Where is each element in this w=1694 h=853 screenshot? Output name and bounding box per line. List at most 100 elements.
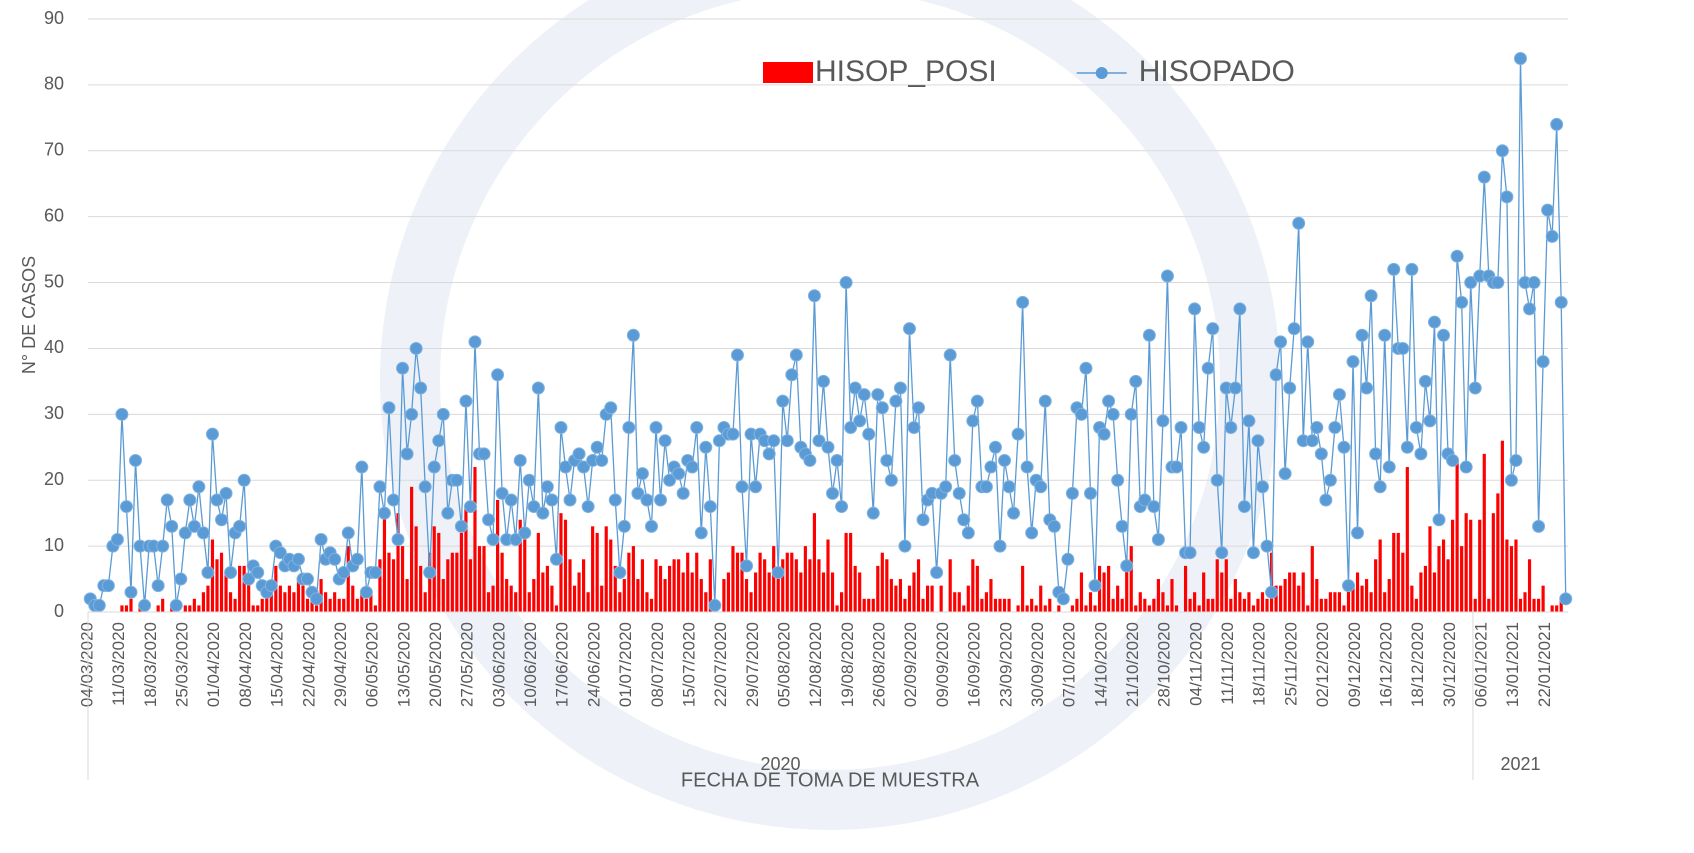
bar	[618, 592, 622, 612]
marker	[826, 486, 840, 500]
bar	[767, 572, 771, 612]
bar	[1256, 598, 1260, 612]
bar	[1288, 572, 1292, 612]
marker	[482, 513, 496, 527]
bar	[1441, 539, 1446, 612]
bar	[1206, 598, 1210, 612]
marker	[1106, 407, 1120, 421]
marker	[889, 394, 903, 408]
marker	[1206, 322, 1220, 336]
bar	[1301, 572, 1305, 612]
bar	[930, 585, 934, 612]
bar	[622, 579, 626, 612]
bar	[459, 532, 463, 612]
x-tick-label: 01/07/2020	[616, 622, 635, 707]
marker	[1065, 486, 1079, 500]
bar	[314, 605, 319, 612]
x-tick-label: 06/05/2020	[363, 622, 382, 707]
marker	[644, 519, 658, 533]
bar	[1224, 559, 1228, 612]
bar	[871, 598, 875, 612]
bar	[1183, 565, 1188, 612]
bar	[817, 559, 821, 612]
bar	[975, 565, 979, 612]
marker	[1301, 335, 1315, 349]
bar	[772, 546, 776, 612]
marker	[1418, 374, 1432, 388]
bar	[1351, 585, 1355, 612]
marker	[912, 401, 926, 415]
bar	[1396, 532, 1400, 612]
marker	[998, 453, 1012, 467]
marker	[1554, 295, 1568, 309]
x-tick-label: 04/03/2020	[77, 622, 96, 707]
marker	[844, 421, 858, 435]
marker	[1360, 381, 1374, 395]
bar	[156, 605, 160, 612]
marker	[1265, 585, 1279, 599]
marker	[893, 381, 907, 395]
x-tick-label: 26/08/2020	[870, 622, 889, 707]
bar	[1079, 572, 1084, 612]
bar	[740, 552, 744, 612]
bar	[582, 559, 586, 612]
bar	[645, 592, 649, 612]
marker	[690, 421, 704, 435]
bar	[636, 579, 640, 612]
marker	[839, 276, 853, 290]
x-tick-label: 30/12/2020	[1440, 622, 1459, 707]
marker	[726, 427, 740, 441]
marker	[382, 401, 396, 415]
marker	[1509, 453, 1523, 467]
x-tick-label: 11/03/2020	[109, 622, 128, 706]
bar	[1211, 598, 1215, 612]
y-tick-label: 40	[44, 337, 64, 357]
marker	[187, 519, 201, 533]
marker	[699, 440, 713, 454]
bar	[903, 598, 907, 612]
marker	[224, 565, 238, 579]
marker	[1020, 460, 1034, 474]
marker	[459, 394, 473, 408]
marker	[1437, 328, 1451, 342]
bar	[826, 539, 830, 612]
marker	[432, 434, 446, 448]
marker	[1079, 361, 1093, 375]
marker	[522, 473, 536, 487]
marker	[151, 579, 165, 593]
marker	[1323, 473, 1337, 487]
bar	[1188, 598, 1192, 612]
bar	[219, 552, 224, 612]
marker	[1269, 368, 1283, 382]
bar	[1021, 565, 1025, 612]
bar	[830, 572, 835, 612]
bar	[1451, 519, 1455, 612]
marker	[1382, 460, 1396, 474]
marker	[1228, 381, 1242, 395]
bar	[215, 559, 219, 612]
bar	[1555, 605, 1559, 612]
bar	[405, 579, 409, 612]
marker	[812, 434, 826, 448]
x-tick-label: 03/06/2020	[489, 622, 508, 707]
marker	[635, 467, 649, 481]
bar	[1025, 605, 1029, 612]
marker	[291, 552, 305, 566]
marker	[1283, 381, 1297, 395]
watermark	[380, 0, 1280, 830]
marker	[509, 533, 523, 547]
bar	[292, 592, 296, 612]
bar	[989, 579, 993, 612]
bar	[1342, 605, 1346, 612]
marker	[169, 598, 183, 612]
bar	[686, 552, 690, 612]
marker	[531, 381, 545, 395]
bar	[500, 552, 504, 612]
bar	[265, 592, 269, 612]
marker	[703, 500, 717, 514]
bar	[355, 598, 359, 612]
bar	[346, 546, 350, 612]
bar	[324, 592, 328, 612]
bar	[369, 592, 373, 612]
marker	[418, 480, 432, 494]
